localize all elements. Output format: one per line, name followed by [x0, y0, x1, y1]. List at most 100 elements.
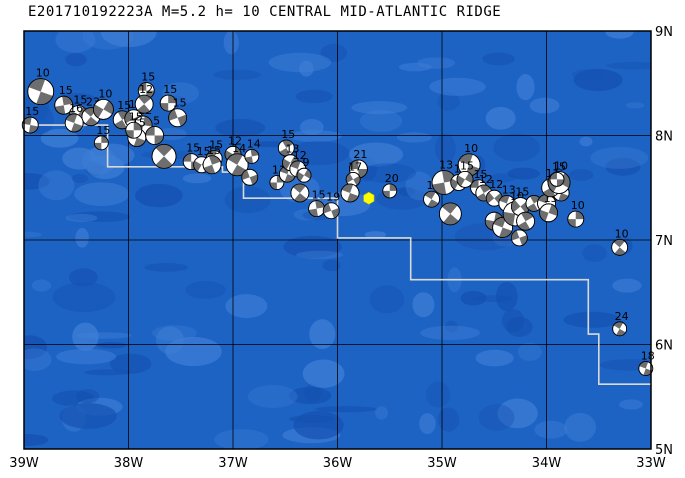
depth-label: 15	[209, 138, 223, 151]
beachball: 10	[27, 67, 55, 106]
bathymetry-patch	[445, 320, 458, 333]
bathymetry-patch	[82, 31, 134, 50]
bathymetry-patch	[223, 31, 239, 55]
depth-label: 15	[163, 83, 177, 96]
depth-label: 5	[153, 115, 160, 128]
beachball: 15	[54, 84, 74, 115]
depth-label: 13	[285, 143, 299, 156]
x-tick-label: 37W	[218, 456, 248, 471]
bathymetry-patch	[268, 52, 332, 73]
bathymetry-patch	[375, 406, 388, 420]
depth-label: 9	[303, 156, 310, 169]
bathymetry-patch	[314, 406, 377, 413]
bathymetry-patch	[579, 136, 593, 147]
bathymetry-patch	[213, 69, 261, 80]
bathymetry-patch	[437, 92, 460, 111]
beachball: 15	[159, 83, 177, 112]
bathymetry-patch	[485, 106, 516, 130]
bathymetry-patch	[135, 183, 183, 208]
depth-label: 13	[439, 159, 453, 172]
beachball: 17	[345, 160, 362, 187]
bathymetry-patch	[24, 434, 49, 446]
beachball: 15	[21, 105, 39, 134]
beachball	[241, 168, 259, 186]
bathymetry-patch	[75, 389, 100, 404]
depth-label: 10	[615, 227, 629, 240]
depth-label: 15	[281, 128, 295, 141]
bathymetry-patch	[612, 278, 642, 293]
bathymetry-patch	[185, 281, 226, 299]
bathymetry-patch	[55, 31, 96, 53]
beachball: 19	[322, 191, 340, 220]
map-title: E201710192223A M=5.2 h= 10 CENTRAL MID-A…	[28, 4, 502, 20]
bathymetry-patch	[534, 420, 568, 439]
bathymetry-patch	[516, 74, 535, 101]
beachball: 12	[475, 173, 493, 202]
beachball: 12	[134, 83, 154, 114]
depth-label: 10	[98, 87, 112, 100]
beachball: 15	[308, 189, 326, 218]
bathymetry-patch	[320, 43, 348, 62]
depth-label: 24	[615, 310, 629, 323]
depth-label: 16	[69, 102, 83, 115]
longitude-ticks: 39W 38W 37W 36W 35W 34W 33W	[9, 456, 666, 471]
depth-label: 15	[141, 71, 155, 84]
bathymetry-patch	[224, 186, 271, 214]
depth-label: 10	[36, 67, 50, 80]
depth-label: 15	[129, 110, 143, 123]
bathymetry-patch	[71, 173, 89, 184]
bathymetry-patch	[564, 412, 596, 442]
x-tick-label: 35W	[427, 456, 457, 471]
bathymetry-patch	[109, 353, 152, 374]
bathymetry-patch	[144, 263, 189, 272]
bathymetry-patch	[296, 250, 344, 259]
bathymetry-patch	[225, 294, 268, 319]
bathymetry-patch	[31, 279, 52, 292]
beachball: 24	[612, 310, 629, 337]
bathymetry-patch	[605, 31, 634, 39]
bathymetry-patch	[309, 319, 336, 349]
beachball	[151, 143, 177, 169]
latitude-ticks: 5N 6N 7N 8N 9N	[655, 25, 673, 458]
bathymetry-patch	[288, 141, 350, 166]
event-marker	[363, 191, 375, 205]
bathymetry-patch	[302, 359, 345, 388]
depth-label: 15	[186, 142, 200, 155]
beachball: 15	[277, 128, 295, 157]
bathymetry-patch	[24, 173, 50, 190]
bathymetry-patch	[68, 211, 131, 222]
bathymetry-patch	[289, 415, 336, 423]
bathymetry-patch	[52, 282, 116, 313]
depth-label: 15	[59, 84, 73, 97]
depth-label: 10	[571, 199, 585, 212]
bathymetry-patch	[214, 429, 269, 449]
depth-label: 15	[207, 144, 221, 157]
bathymetry-patch	[563, 311, 621, 328]
bathymetry-patch	[420, 325, 481, 341]
bathymetry-patch	[493, 133, 540, 162]
bathymetry-patch	[412, 292, 435, 318]
bathymetry-patch	[59, 403, 117, 429]
beachball	[340, 183, 360, 203]
bathymetry-patch	[497, 398, 538, 429]
bathymetry-patch	[398, 62, 432, 72]
depth-label: 15	[552, 160, 566, 173]
depth-label: 13	[502, 183, 516, 196]
bathymetry-patch	[156, 326, 184, 355]
y-tick-label: 5N	[655, 443, 673, 458]
bathymetry-patch	[38, 170, 75, 201]
bathymetry-patch	[215, 119, 266, 137]
bathymetry-patch	[24, 335, 47, 359]
bathymetry-patch	[369, 285, 405, 314]
bathymetry-patch	[573, 68, 623, 92]
bathymetry-patch	[426, 381, 450, 408]
beachball: 10	[611, 227, 629, 256]
epicenter-marker	[363, 191, 375, 205]
bathymetry-patch	[479, 404, 515, 431]
bathymetry-patch	[517, 342, 542, 361]
beachball: 14	[225, 142, 249, 177]
beachball: 15	[93, 124, 110, 151]
map-frame	[23, 30, 652, 450]
depth-label: 12	[479, 173, 493, 186]
bathymetry-patch	[396, 132, 432, 143]
